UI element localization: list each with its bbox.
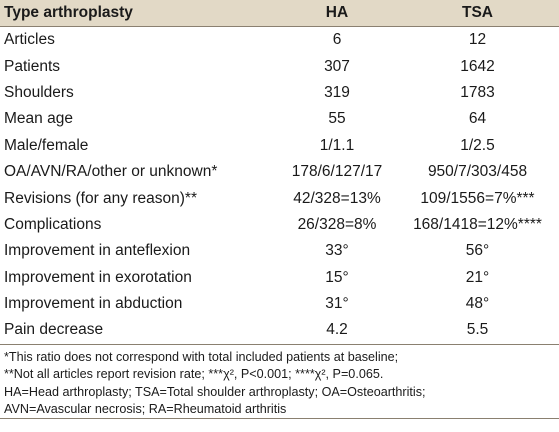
footnote: AVN=Avascular necrosis; RA=Rheumatoid ar… bbox=[4, 401, 287, 416]
table-body: Articles 6 12 Patients 307 1642 Shoulders 319 17… bbox=[0, 27, 559, 345]
row-label: OA/AVN/RA/other or unknown* bbox=[4, 163, 218, 181]
table-row: Improvement in anteflexion 33° 56° bbox=[0, 238, 559, 264]
row-label: Male/female bbox=[4, 136, 89, 154]
header-cell: TSA bbox=[396, 0, 559, 27]
header-row: Type arthroplasty HA TSA bbox=[0, 0, 559, 27]
row-label: Improvement in exorotation bbox=[4, 268, 192, 286]
table-container: Type arthroplasty HA TSA Articles 6 12 Patien… bbox=[0, 0, 559, 420]
row-label: Complications bbox=[4, 215, 102, 233]
row-label: Shoulders bbox=[4, 83, 74, 101]
cell: 4.2 bbox=[278, 317, 396, 345]
cell: 56° bbox=[465, 242, 490, 260]
cell: 26/328=8% bbox=[297, 215, 377, 233]
cell: 109/1556=7%*** bbox=[420, 189, 535, 207]
row-label: Improvement in abduction bbox=[4, 295, 183, 313]
cell: 12 bbox=[468, 31, 487, 49]
cell: 1642 bbox=[460, 57, 495, 75]
row-label: Articles bbox=[4, 31, 55, 49]
table-row: Patients 307 1642 bbox=[0, 53, 559, 79]
cell: 307 bbox=[324, 57, 350, 75]
table-row: Male/female 1/1.1 1/2.5 bbox=[0, 133, 559, 159]
cell: 64 bbox=[468, 110, 487, 128]
cell: 1783 bbox=[460, 83, 495, 101]
table-row: Pain decrease 4.2 5.5 bbox=[0, 317, 559, 345]
table-row: Shoulders 319 1783 bbox=[0, 80, 559, 106]
row-label: Revisions (for any reason)** bbox=[4, 189, 197, 207]
header-cell: HA bbox=[278, 0, 396, 27]
cell: 178/6/127/17 bbox=[291, 163, 383, 181]
cell: 15° bbox=[325, 268, 349, 286]
cell: 1/2.5 bbox=[460, 136, 495, 154]
table-row: Articles 6 12 bbox=[0, 27, 559, 54]
row-label: Improvement in anteflexion bbox=[4, 242, 191, 260]
cell: 42/328=13% bbox=[293, 189, 381, 207]
cell: 21° bbox=[465, 268, 490, 286]
cell: 33° bbox=[325, 242, 349, 260]
table-row: Mean age 55 64 bbox=[0, 106, 559, 132]
footnote: *This ratio does not correspond with tot… bbox=[4, 349, 399, 364]
footnotes: *This ratio does not correspond with tot… bbox=[0, 345, 559, 420]
cell: 168/1418=12%**** bbox=[413, 215, 542, 233]
cell: 5.5 bbox=[396, 317, 559, 345]
table-head: Type arthroplasty HA TSA bbox=[0, 0, 559, 27]
cell: 31° bbox=[325, 295, 349, 313]
table-row: Revisions (for any reason)** 42/328=13% 10… bbox=[0, 185, 559, 211]
table-row: Improvement in abduction 31° 48° bbox=[0, 291, 559, 317]
cell: 6 bbox=[332, 31, 342, 49]
cell: 319 bbox=[324, 83, 350, 101]
table-row: OA/AVN/RA/other or unknown* 178/6/127/17 9… bbox=[0, 159, 559, 185]
row-label: Mean age bbox=[4, 110, 73, 128]
cell: 1/1.1 bbox=[319, 136, 355, 154]
header-cell: Type arthroplasty bbox=[0, 0, 278, 27]
table-row: Improvement in exorotation 15° 21° bbox=[0, 265, 559, 291]
cell: 55 bbox=[328, 110, 346, 128]
cell: 48° bbox=[465, 295, 490, 313]
row-label: Pain decrease bbox=[0, 317, 278, 345]
cell: 950/7/303/458 bbox=[427, 163, 528, 181]
data-table: Type arthroplasty HA TSA Articles 6 12 Patien… bbox=[0, 0, 559, 345]
footnote: **Not all articles report revision rate;… bbox=[4, 367, 384, 382]
footnote: HA=Head arthroplasty; TSA=Total shoulder… bbox=[4, 384, 426, 399]
row-label: Patients bbox=[4, 57, 61, 75]
table-row: Complications 26/328=8% 168/1418=12%**** bbox=[0, 212, 559, 238]
